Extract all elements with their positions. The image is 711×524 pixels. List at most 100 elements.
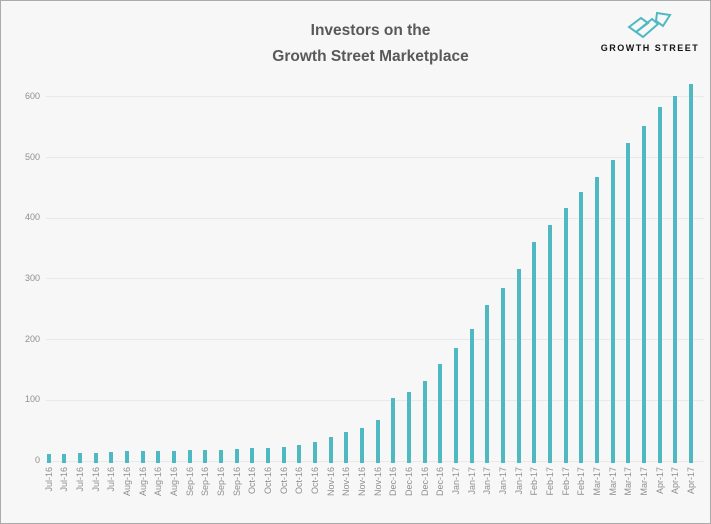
bar [500, 287, 505, 464]
x-tick-label: Apr-17 [685, 467, 696, 495]
bar [563, 207, 568, 464]
x-tick-label: Jul-16 [74, 467, 85, 492]
x-tick-label: Sep-16 [215, 467, 226, 497]
x-tick-label: Nov-16 [341, 467, 352, 497]
bar [312, 441, 317, 464]
y-tick-label: 0 [34, 455, 40, 465]
bar [359, 428, 364, 464]
x-tick-label: Mar-17 [607, 467, 618, 496]
x-tick-label: Sep-16 [231, 467, 242, 497]
x-tick-label: Jul-16 [90, 467, 101, 492]
x-tick-label: Sep-16 [184, 467, 195, 497]
bar [610, 160, 615, 464]
gridline [46, 339, 704, 341]
growth-street-arrow-icon [597, 10, 703, 40]
bar [391, 398, 396, 464]
x-tick-label: Oct-16 [294, 467, 305, 495]
x-tick-label: Jan-17 [513, 467, 524, 495]
x-tick-label: Jul-16 [43, 467, 54, 492]
x-tick-label: Oct-16 [309, 467, 320, 495]
bar [218, 449, 223, 464]
chart-title: Investors on the Growth Street Marketpla… [31, 18, 710, 70]
gridline [46, 399, 704, 401]
x-tick-label: Dec-16 [403, 467, 414, 497]
y-tick-label: 500 [24, 151, 40, 162]
growth-street-logo: GROWTH STREET [597, 10, 703, 53]
x-tick-label: Mar-17 [623, 467, 634, 496]
x-tick-label: Nov-16 [356, 467, 367, 497]
y-tick-label: 400 [24, 212, 40, 223]
bar [328, 437, 333, 464]
bar [547, 225, 552, 464]
x-tick-label: Dec-16 [435, 467, 446, 497]
x-tick-label: Aug-16 [137, 467, 148, 497]
bar [93, 453, 98, 464]
bar [265, 447, 270, 464]
bar [140, 451, 145, 464]
bar [579, 191, 584, 464]
x-tick-label: Mar-17 [591, 467, 602, 496]
bar [422, 381, 427, 464]
bar [124, 451, 129, 464]
x-tick-label: Oct-16 [278, 467, 289, 495]
x-tick-label: Oct-16 [247, 467, 258, 495]
bar [688, 84, 693, 464]
bar [485, 304, 490, 464]
gridline [46, 96, 704, 98]
bar [62, 453, 67, 464]
x-tick-label: Feb-17 [529, 467, 540, 496]
bar [438, 364, 443, 464]
y-tick-label: 200 [24, 333, 40, 344]
x-tick-label: Feb-17 [576, 467, 587, 496]
bar [46, 454, 51, 464]
x-tick-label: Dec-16 [388, 467, 399, 497]
bar [375, 420, 380, 464]
bar [406, 391, 411, 464]
x-tick-label: Jan-17 [450, 467, 461, 495]
x-tick-label: Jan-17 [497, 467, 508, 495]
x-tick-label: Mar-17 [638, 467, 649, 496]
gridline [46, 460, 704, 462]
x-tick-label: Aug-16 [168, 467, 179, 497]
x-tick-label: Jul-16 [106, 467, 117, 492]
bar [344, 431, 349, 464]
x-tick-label: Dec-16 [419, 467, 430, 497]
y-tick-label: 600 [24, 90, 40, 101]
bar [203, 449, 208, 464]
bar [453, 347, 458, 464]
bar [297, 445, 302, 464]
x-tick-label: Apr-17 [670, 467, 681, 495]
chart-title-line2: Growth Street Marketplace [272, 48, 469, 65]
bar [657, 107, 662, 464]
gridline [46, 278, 704, 280]
bar [250, 448, 255, 464]
bar [673, 96, 678, 464]
bar [626, 143, 631, 464]
bar [594, 176, 599, 464]
bar [109, 452, 114, 464]
logo-text: GROWTH STREET [600, 43, 700, 53]
x-tick-label: Jan-17 [482, 467, 493, 495]
bar [171, 450, 176, 464]
gridline [46, 217, 704, 219]
bar [234, 448, 239, 464]
x-tick-label: Oct-16 [262, 467, 273, 495]
bar [516, 269, 521, 464]
x-tick-label: Apr-17 [654, 467, 665, 495]
bar [469, 328, 474, 464]
y-tick-label: 100 [24, 394, 40, 405]
x-tick-label: Nov-16 [325, 467, 336, 497]
x-tick-label: Jul-16 [59, 467, 70, 492]
bar [641, 125, 646, 464]
x-tick-label: Feb-17 [544, 467, 555, 496]
bar [281, 447, 286, 464]
x-tick-label: Jan-17 [466, 467, 477, 495]
x-tick-label: Aug-16 [121, 467, 132, 497]
x-tick-label: Feb-17 [560, 467, 571, 496]
bar [77, 453, 82, 464]
bar [156, 450, 161, 464]
x-tick-label: Sep-16 [200, 467, 211, 497]
bar [532, 242, 537, 464]
chart-title-line1: Investors on the [310, 22, 431, 39]
